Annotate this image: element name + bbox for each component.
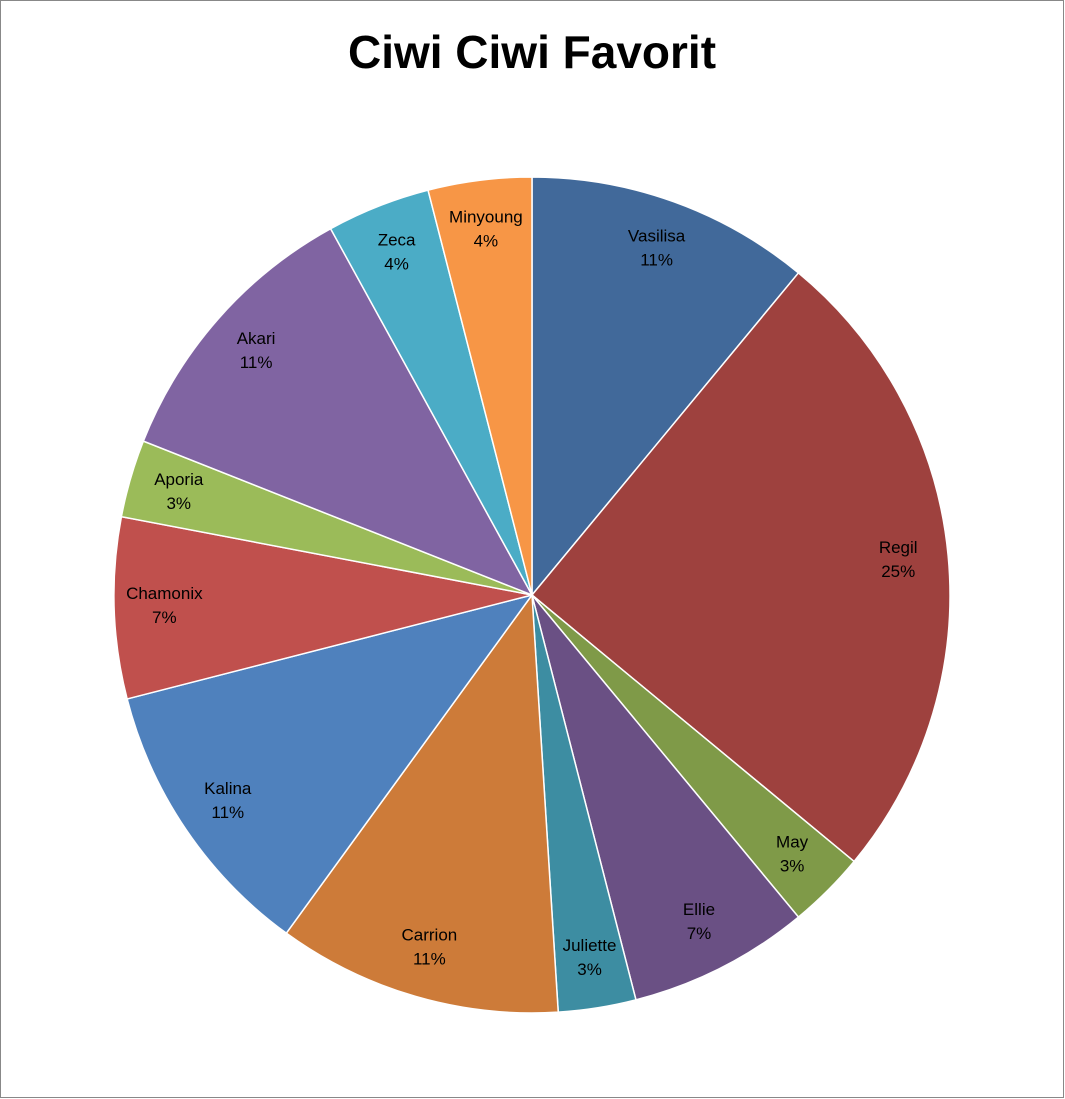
slice-value-label: 4% <box>474 232 499 251</box>
slice-label: Kalina <box>204 779 252 798</box>
slice-label: Carrion <box>402 926 458 945</box>
pie-slice <box>285 592 560 1014</box>
slice-label: Zeca <box>378 230 416 249</box>
chart-title: Ciwi Ciwi Favorit <box>348 26 716 78</box>
pie-slice <box>142 227 534 597</box>
pie-slice <box>531 176 800 598</box>
slice-value-label: 25% <box>881 562 915 581</box>
slice-label: Juliette <box>563 936 617 955</box>
slice-label: Regil <box>879 538 918 557</box>
slice-value-label: 4% <box>384 254 409 273</box>
pie-slice <box>530 271 951 863</box>
slice-value-label: 11% <box>240 353 273 372</box>
slice-value-label: 7% <box>152 608 177 627</box>
slice-label: May <box>776 833 809 852</box>
pie-slice <box>427 176 533 596</box>
slice-label: Ellie <box>683 900 715 919</box>
slice-value-label: 3% <box>166 494 191 513</box>
slice-label: Aporia <box>154 470 204 489</box>
slice-value-label: 11% <box>640 250 673 269</box>
slice-value-label: 3% <box>577 960 602 979</box>
slice-label: Chamonix <box>126 584 203 603</box>
slice-label: Akari <box>237 329 276 348</box>
slice-value-label: 3% <box>780 857 805 876</box>
slice-label: Vasilisa <box>628 226 686 245</box>
slice-value-label: 11% <box>211 803 244 822</box>
pie-slice <box>126 593 534 935</box>
slice-label: Minyoung <box>449 208 523 227</box>
slice-value-label: 7% <box>687 924 712 943</box>
pie-slice <box>531 594 800 1001</box>
pie-slice <box>113 515 533 700</box>
slice-value-label: 11% <box>413 950 446 969</box>
